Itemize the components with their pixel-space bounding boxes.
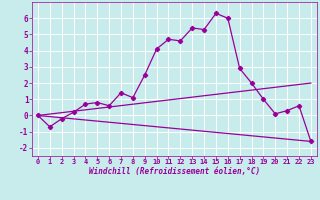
X-axis label: Windchill (Refroidissement éolien,°C): Windchill (Refroidissement éolien,°C) — [89, 167, 260, 176]
